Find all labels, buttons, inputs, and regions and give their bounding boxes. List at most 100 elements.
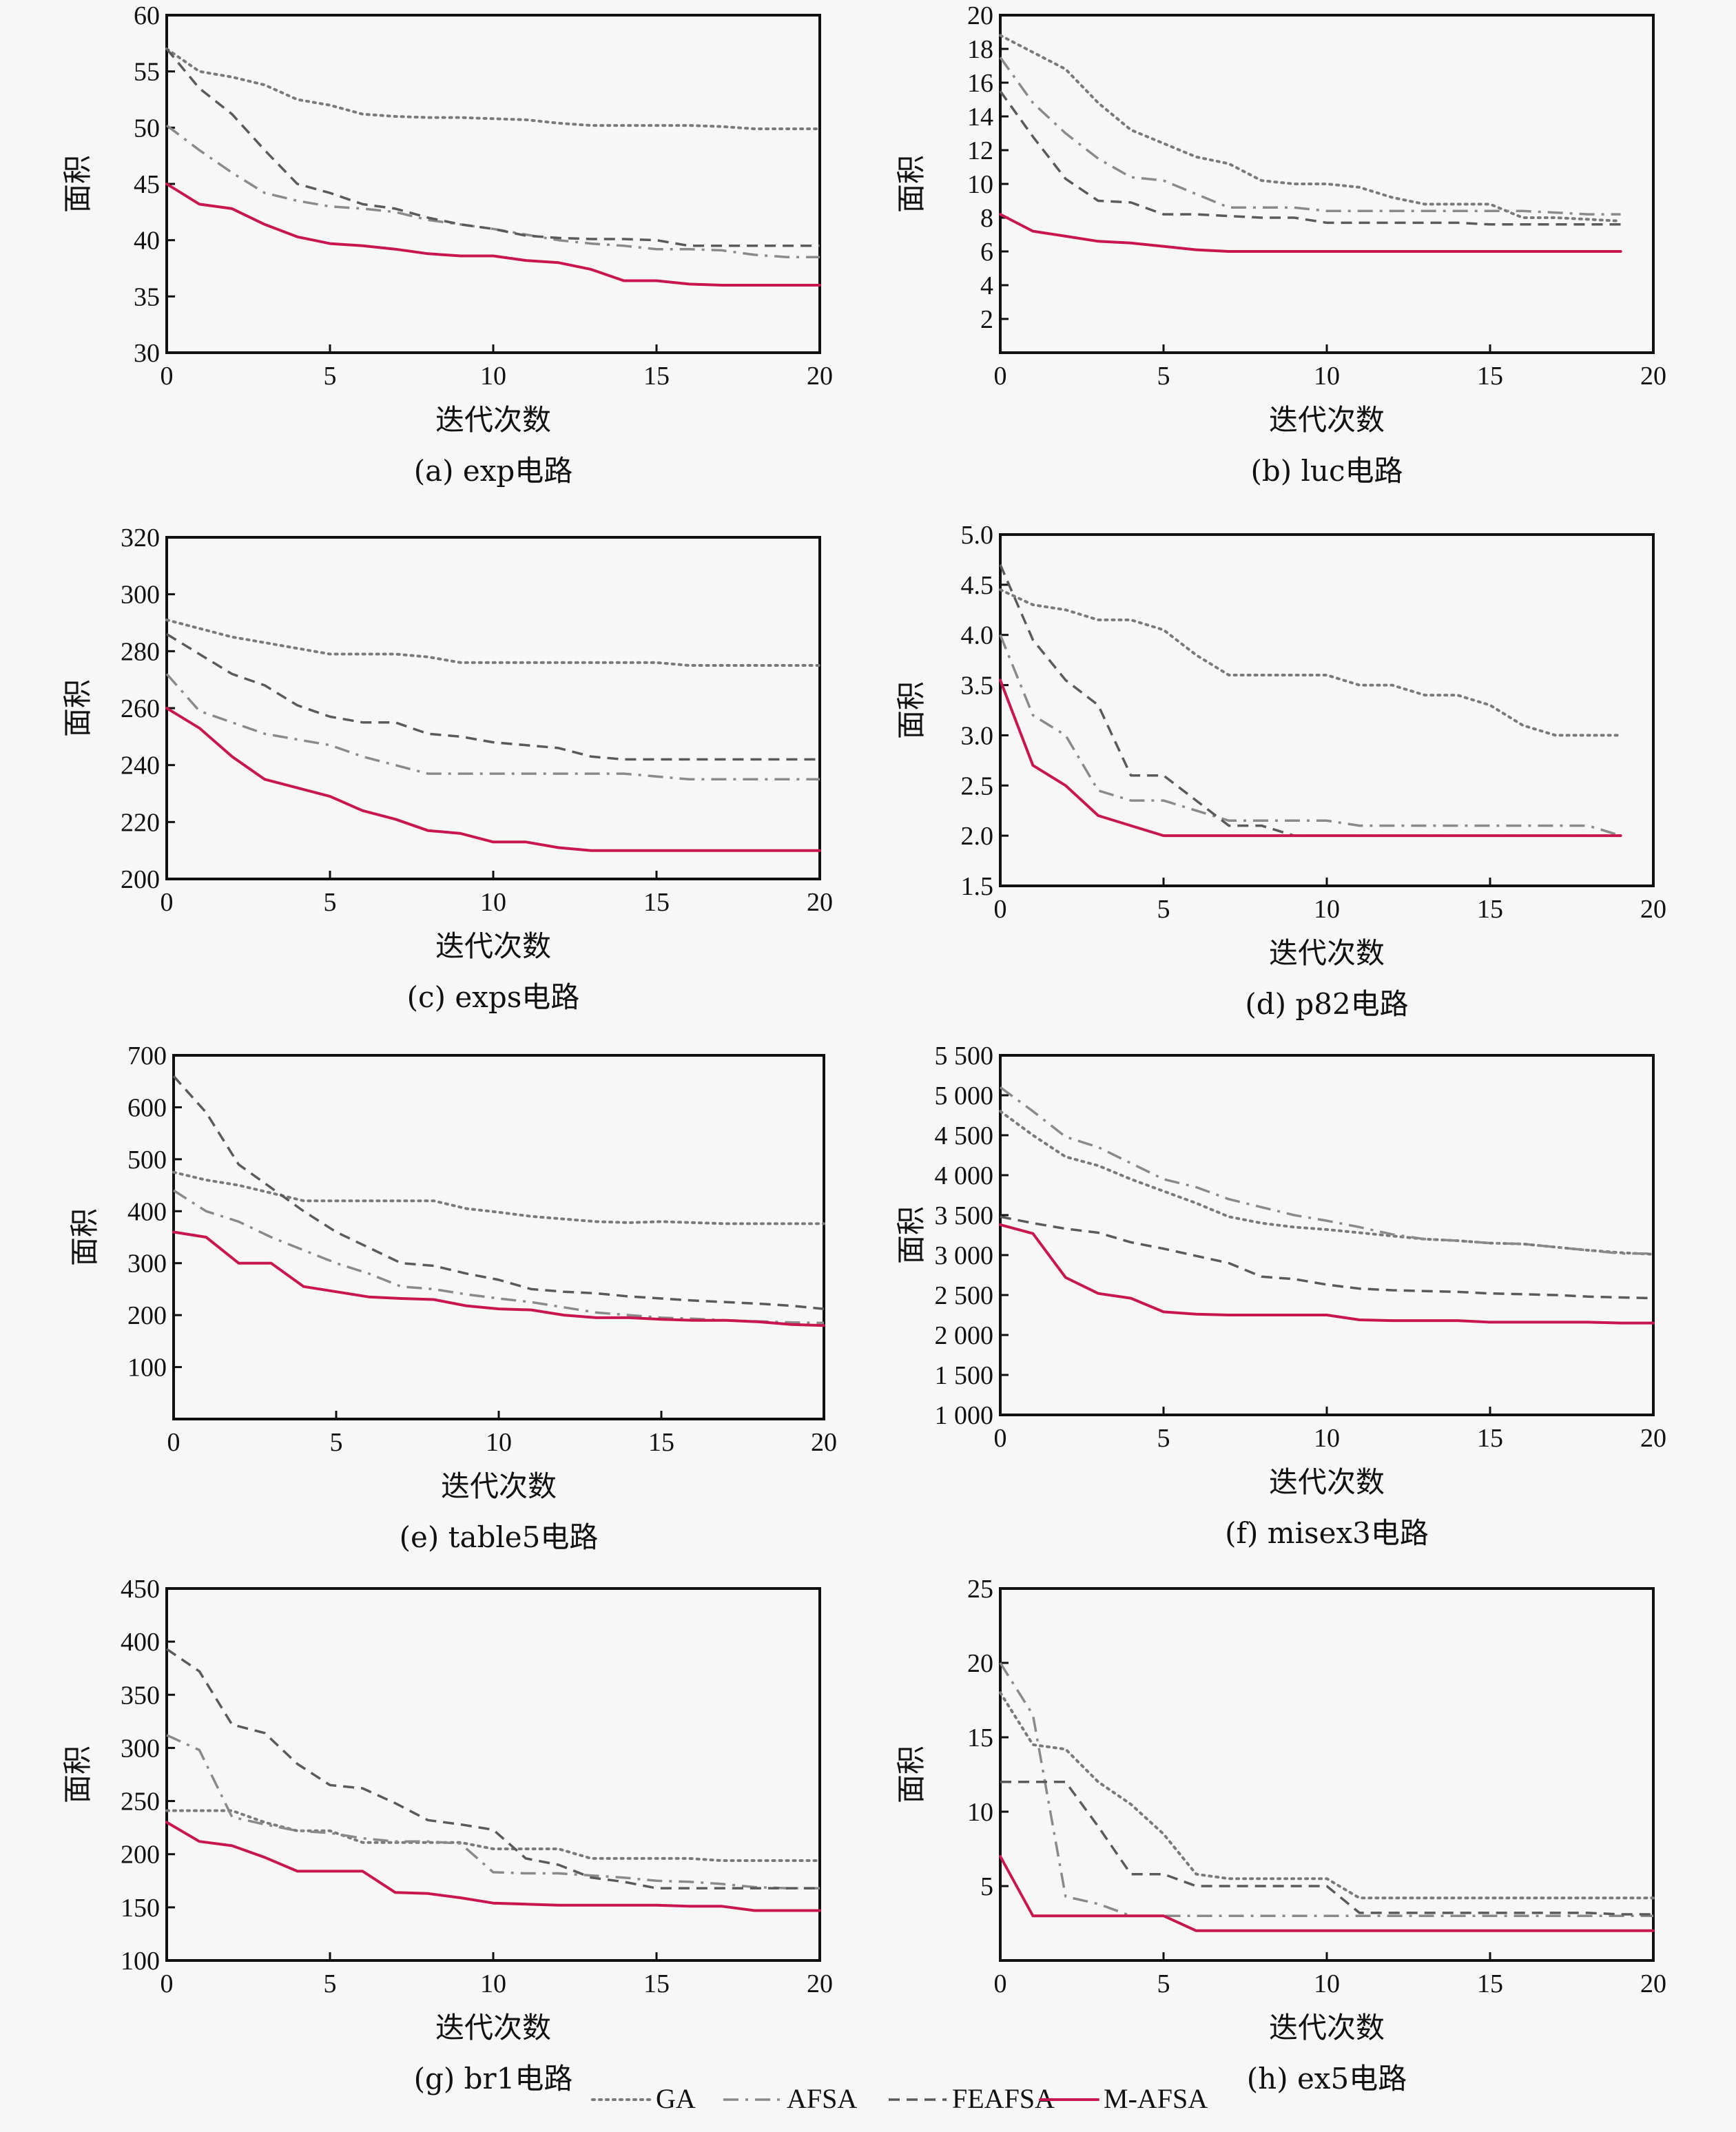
x-tick-label: 20 xyxy=(1640,362,1666,391)
x-tick-label: 10 xyxy=(480,362,506,391)
x-tick-label: 5 xyxy=(1157,1424,1170,1453)
x-tick-label: 15 xyxy=(1477,895,1503,924)
legend-item-m-afsa: M-AFSA xyxy=(1039,2083,1208,2114)
series-line-ga xyxy=(999,34,1622,222)
x-tick-label: 0 xyxy=(161,362,174,391)
legend-label: FEAFSA xyxy=(952,2083,1055,2114)
plot-frame xyxy=(165,1587,821,1962)
x-tick-label: 15 xyxy=(643,888,670,917)
y-tick-label: 400 xyxy=(127,1197,167,1226)
y-tick-label: 12 xyxy=(967,136,993,165)
y-tick-label: 250 xyxy=(121,1788,160,1817)
legend-item-feafsa: FEAFSA xyxy=(889,2083,1055,2114)
y-tick-label: 400 xyxy=(121,1628,160,1657)
x-tick-label: 5 xyxy=(324,1969,337,1998)
series-line-ga xyxy=(172,1170,825,1225)
y-tick-label: 3.5 xyxy=(961,672,994,701)
series-line-feafsa xyxy=(172,1075,825,1310)
legend: GA AFSA FEAFSA M-AFSA xyxy=(591,2083,1208,2114)
y-axis-title: 面积 xyxy=(894,681,928,739)
x-tick-label: 0 xyxy=(994,895,1007,924)
x-tick-label: 0 xyxy=(167,1428,180,1457)
y-tick-label: 200 xyxy=(121,865,160,894)
series-line-m-afsa xyxy=(165,1821,821,1912)
x-tick-label: 15 xyxy=(643,1969,670,1998)
y-axis-title: 面积 xyxy=(894,1206,928,1264)
y-axis-title: 面积 xyxy=(894,155,928,213)
y-tick-label: 700 xyxy=(127,1042,167,1070)
panel-caption: (c) exps电路 xyxy=(407,980,580,1014)
y-tick-label: 30 xyxy=(134,339,160,368)
x-axis-title: 迭代次数 xyxy=(1269,2011,1385,2045)
y-tick-label: 20 xyxy=(967,1649,993,1678)
y-tick-label: 2.0 xyxy=(961,822,994,851)
y-tick-label: 14 xyxy=(967,103,993,132)
y-tick-label: 10 xyxy=(967,170,993,199)
y-tick-label: 350 xyxy=(121,1681,160,1710)
y-tick-label: 200 xyxy=(127,1301,167,1330)
x-tick-label: 0 xyxy=(994,1424,1007,1453)
plot-frame xyxy=(999,14,1655,354)
x-tick-label: 10 xyxy=(1314,1969,1340,1998)
series-line-m-afsa xyxy=(165,707,821,852)
plot-frame xyxy=(999,1587,1655,1962)
plot-frame xyxy=(165,536,821,880)
x-tick-label: 0 xyxy=(161,1969,174,1998)
panel-caption: (h) ex5电路 xyxy=(1247,2062,1407,2095)
series-line-m-afsa xyxy=(999,213,1622,253)
panel-f: 0 5 10 15 20 1 000 1 500 2 000 2 500 3 000 3 500 4 … xyxy=(894,1042,1666,1550)
x-tick-label: 15 xyxy=(1477,1424,1503,1453)
x-tick-label: 5 xyxy=(324,888,337,917)
y-tick-label: 4.0 xyxy=(961,621,994,650)
panel-caption: (d) p82电路 xyxy=(1245,987,1408,1021)
x-axis-title: 迭代次数 xyxy=(435,403,551,437)
series-line-afsa xyxy=(999,1662,1653,1917)
panel-caption: (f) misex3电路 xyxy=(1225,1516,1429,1550)
y-tick-label: 3 000 xyxy=(935,1241,994,1270)
x-tick-label: 5 xyxy=(1157,895,1170,924)
series-line-m-afsa xyxy=(165,183,821,287)
series-line-m-afsa xyxy=(999,1854,1655,1932)
x-tick-label: 15 xyxy=(643,362,670,391)
y-tick-label: 2 500 xyxy=(935,1281,994,1310)
x-axis-title: 迭代次数 xyxy=(435,2011,551,2045)
y-axis-title: 面积 xyxy=(61,679,94,737)
series-line-afsa xyxy=(166,1734,820,1890)
y-tick-label: 2 000 xyxy=(935,1321,994,1350)
y-tick-label: 15 xyxy=(967,1724,993,1752)
plot-frame xyxy=(165,14,821,354)
x-tick-label: 5 xyxy=(1157,1969,1170,1998)
x-tick-label: 10 xyxy=(1314,895,1340,924)
y-tick-label: 500 xyxy=(127,1146,167,1174)
y-tick-label: 2 xyxy=(980,305,993,334)
y-tick-label: 1.5 xyxy=(961,872,994,901)
legend-item-ga: GA xyxy=(591,2083,696,2114)
panel-caption: (a) exp电路 xyxy=(414,454,573,488)
y-tick-label: 5 000 xyxy=(935,1081,994,1110)
y-tick-label: 240 xyxy=(121,752,160,780)
x-tick-label: 20 xyxy=(807,1969,833,1998)
x-tick-label: 20 xyxy=(1640,1969,1666,1998)
y-tick-label: 5.0 xyxy=(961,521,994,550)
y-tick-label: 100 xyxy=(121,1947,160,1976)
series-line-feafsa xyxy=(166,633,820,761)
x-tick-label: 20 xyxy=(811,1428,837,1457)
y-tick-label: 450 xyxy=(121,1575,160,1604)
x-axis-title: 迭代次数 xyxy=(435,929,551,963)
y-tick-label: 4 xyxy=(980,271,993,300)
y-tick-label: 300 xyxy=(127,1250,167,1279)
legend-label: AFSA xyxy=(787,2083,857,2114)
y-tick-label: 300 xyxy=(121,581,160,610)
x-tick-label: 0 xyxy=(161,888,174,917)
y-tick-label: 3 500 xyxy=(935,1201,994,1230)
x-tick-label: 20 xyxy=(807,362,833,391)
y-tick-label: 25 xyxy=(967,1575,993,1604)
y-tick-label: 5 xyxy=(980,1872,993,1901)
y-axis-title: 面积 xyxy=(61,155,94,213)
y-tick-label: 10 xyxy=(967,1798,993,1827)
